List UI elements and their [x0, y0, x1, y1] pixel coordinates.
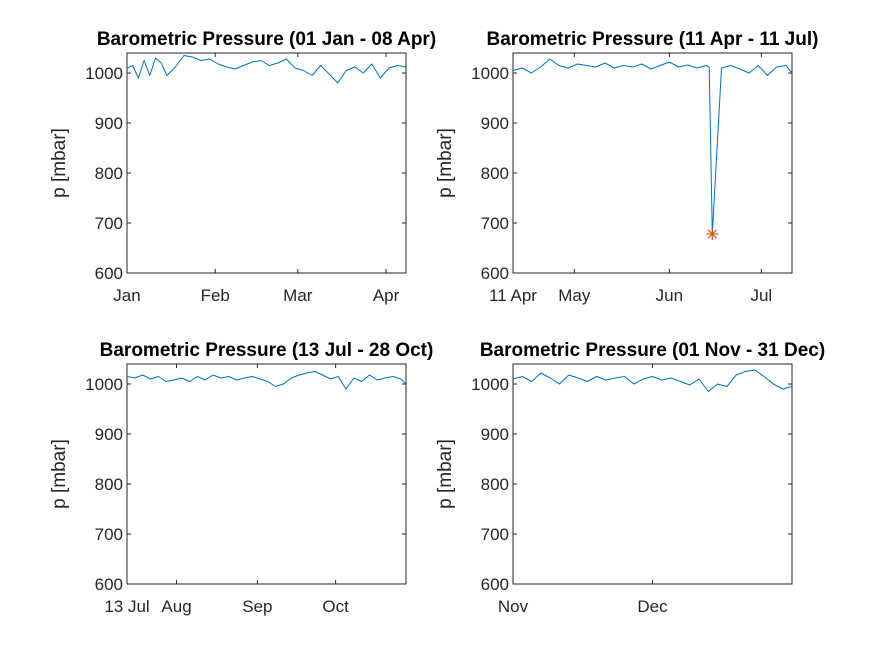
x-tick-label: Jun: [656, 286, 683, 305]
y-tick-label: 700: [95, 525, 123, 544]
y-axis-label: p [mbar]: [49, 439, 70, 509]
chart-title: Barometric Pressure (01 Nov - 31 Dec): [480, 340, 825, 361]
plot-area: [512, 52, 793, 274]
y-tick-label: 900: [95, 425, 123, 444]
x-tick-label: Feb: [201, 286, 230, 305]
y-tick-label: 1000: [85, 375, 123, 394]
plot-area: [126, 363, 407, 585]
x-tick-label: Apr: [373, 286, 400, 305]
x-tick-label: 13 Jul: [104, 597, 149, 616]
x-tick-label: Mar: [283, 286, 313, 305]
y-tick-label: 1000: [471, 64, 509, 83]
x-tick-label: Dec: [637, 597, 668, 616]
y-axis-label: p [mbar]: [49, 128, 70, 198]
x-tick-label: Nov: [498, 597, 529, 616]
x-tick-label: Aug: [161, 597, 191, 616]
y-tick-label: 600: [95, 264, 123, 283]
y-tick-label: 1000: [85, 64, 123, 83]
y-tick-label: 600: [95, 575, 123, 594]
outlier-marker: [706, 228, 719, 240]
y-tick-label: 700: [481, 525, 509, 544]
subplot-2: Barometric Pressure (11 Apr - 11 Jul) p […: [435, 29, 818, 305]
pressure-series-line: [126, 371, 407, 390]
y-tick-label: 900: [481, 425, 509, 444]
y-tick-label: 700: [95, 214, 123, 233]
y-tick-label: 800: [481, 164, 509, 183]
y-tick-label: 800: [481, 475, 509, 494]
x-tick-label: Jan: [113, 286, 140, 305]
pressure-series-line: [512, 369, 793, 392]
y-tick-label: 900: [95, 114, 123, 133]
plot-area: [126, 52, 407, 274]
chart-title: Barometric Pressure (13 Jul - 28 Oct): [100, 340, 434, 361]
y-tick-label: 800: [95, 164, 123, 183]
chart-title: Barometric Pressure (01 Jan - 08 Apr): [97, 29, 436, 50]
subplot-3: Barometric Pressure (13 Jul - 28 Oct) p […: [49, 340, 433, 616]
y-tick-label: 1000: [471, 375, 509, 394]
x-tick-label: Oct: [322, 597, 349, 616]
x-tick-label: May: [558, 286, 591, 305]
y-tick-label: 600: [481, 264, 509, 283]
subplot-4: Barometric Pressure (01 Nov - 31 Dec) p […: [435, 340, 825, 616]
y-tick-label: 600: [481, 575, 509, 594]
pressure-series-line: [512, 58, 793, 235]
chart-title: Barometric Pressure (11 Apr - 11 Jul): [487, 29, 819, 50]
x-tick-label: 11 Apr: [489, 286, 537, 305]
y-tick-label: 700: [481, 214, 509, 233]
subplot-1: Barometric Pressure (01 Jan - 08 Apr) p […: [49, 29, 436, 305]
pressure-series-line: [126, 55, 407, 84]
x-tick-label: Sep: [242, 597, 272, 616]
x-tick-label: Jul: [750, 286, 772, 305]
y-axis-label: p [mbar]: [435, 128, 456, 198]
y-tick-label: 800: [95, 475, 123, 494]
plot-area: [512, 363, 793, 585]
y-tick-label: 900: [481, 114, 509, 133]
y-axis-label: p [mbar]: [435, 439, 456, 509]
